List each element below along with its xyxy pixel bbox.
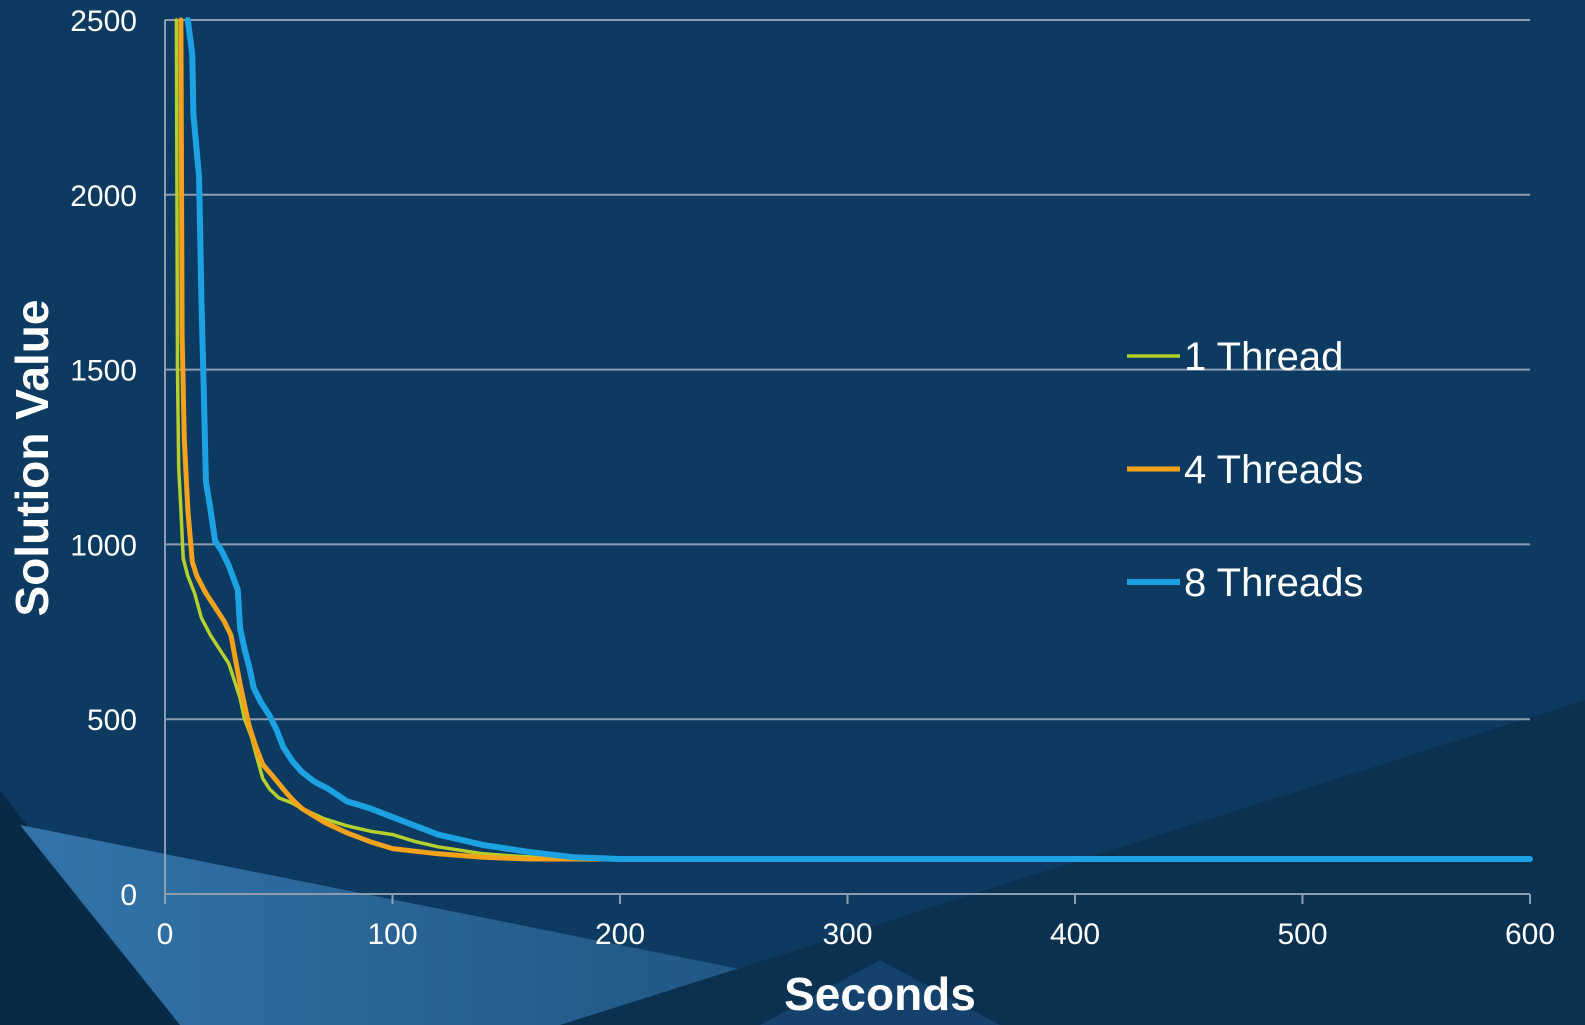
legend: 1 Thread 4 Threads 8 Threads [1127,335,1363,605]
background-decoration [0,700,1585,1025]
x-axis-title: Seconds [784,968,976,1020]
x-tick-label: 600 [1505,918,1555,951]
legend-entry: 8 Threads [1184,561,1363,605]
y-tick-labels: 0 500 1000 1500 2000 2500 [70,5,137,912]
x-tick-label: 200 [595,918,645,951]
legend-entry: 1 Thread [1184,335,1343,379]
legend-entry: 4 Threads [1184,448,1363,492]
y-axis-title: Solution Value [6,300,58,617]
series-line-1 [174,18,1532,861]
y-tick-label: 2000 [70,180,137,213]
series-lines [174,17,1533,862]
x-tick-label: 0 [157,918,174,951]
y-tick-label: 500 [87,704,137,737]
y-tick-label: 2500 [70,5,137,38]
y-tick-label: 1000 [70,529,137,562]
x-tick-label: 400 [1050,918,1100,951]
x-tick-labels: 0 100 200 300 400 500 600 [157,918,1555,951]
series-line-2 [178,17,1533,862]
y-tick-label: 0 [120,879,137,912]
x-tick-label: 300 [822,918,872,951]
gridlines [165,19,1530,721]
axes [164,20,1531,904]
y-tick-label: 1500 [70,355,137,388]
x-tick-label: 100 [367,918,417,951]
series-line-3 [184,17,1533,862]
x-tick-label: 500 [1277,918,1327,951]
